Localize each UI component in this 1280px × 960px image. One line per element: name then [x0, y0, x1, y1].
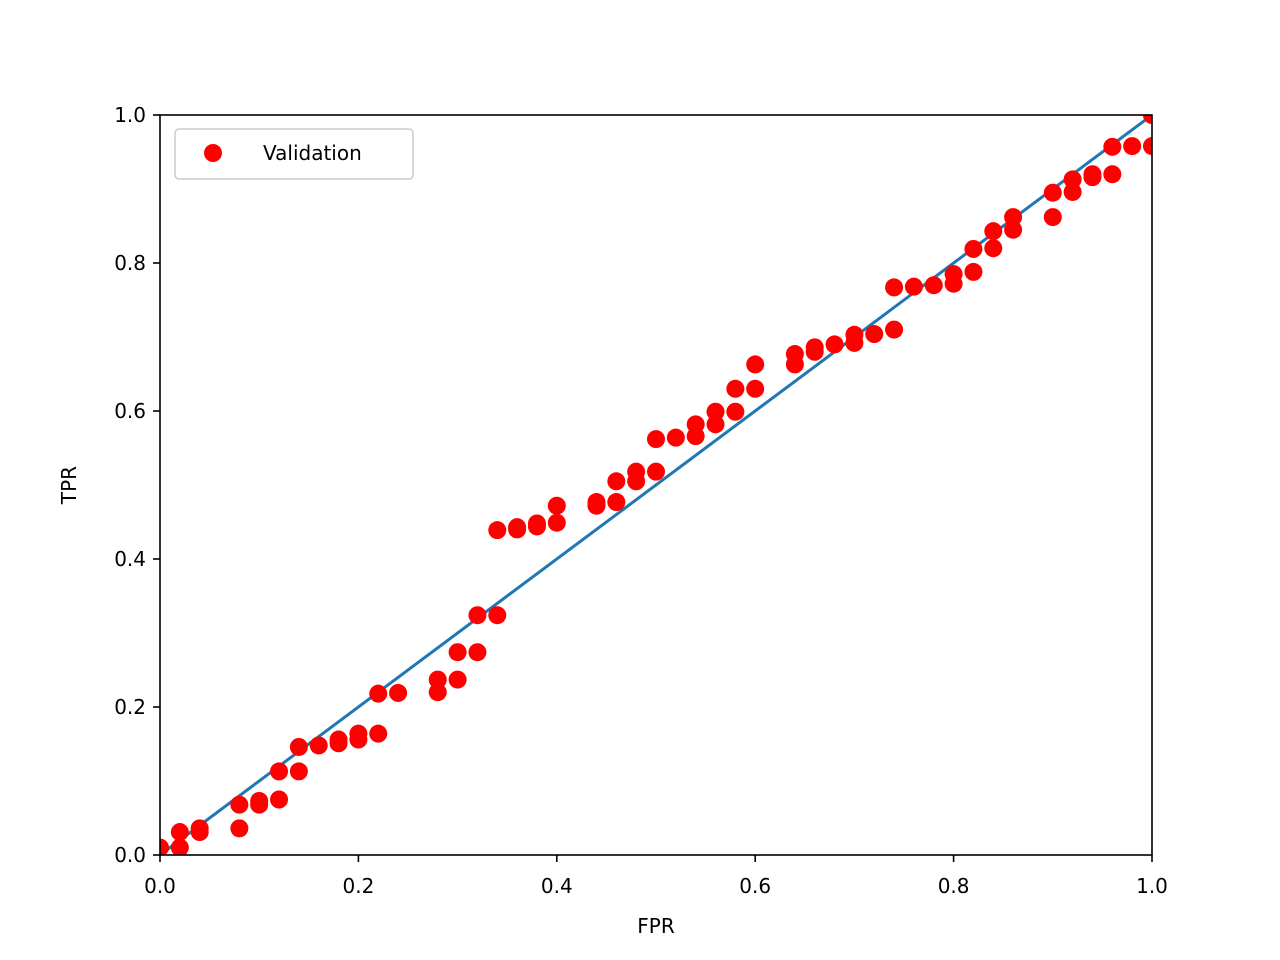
scatter-point	[1103, 137, 1122, 156]
legend: Validation	[174, 128, 414, 180]
scatter-point	[805, 338, 824, 357]
scatter-point	[726, 379, 745, 398]
scatter-point	[924, 276, 943, 295]
scatter-point	[1004, 208, 1023, 227]
y-axis-label: TPR	[57, 466, 81, 505]
series-layer	[160, 115, 1152, 855]
scatter-point	[885, 278, 904, 297]
scatter-point	[964, 262, 983, 281]
legend-marker-validation	[204, 144, 222, 162]
scatter-point	[369, 724, 388, 743]
scatter-point	[944, 265, 963, 284]
x-axis-label: FPR	[637, 914, 675, 938]
scatter-point	[1043, 208, 1062, 227]
scatter-point	[230, 795, 249, 814]
scatter-point	[448, 670, 467, 689]
scatter-point	[706, 402, 725, 421]
scatter-point	[428, 683, 447, 702]
scatter-point	[627, 462, 646, 481]
scatter-point	[984, 222, 1003, 241]
scatter-point	[170, 838, 189, 855]
scatter-point	[369, 684, 388, 703]
plot-frame	[159, 114, 1153, 856]
scatter-point	[270, 762, 289, 781]
scatter-point	[865, 325, 884, 344]
scatter-point	[666, 428, 685, 447]
scatter-point	[389, 683, 408, 702]
scatter-point	[349, 724, 368, 743]
scatter-point	[488, 521, 507, 540]
scatter-point	[289, 762, 308, 781]
scatter-point	[1004, 220, 1023, 239]
scatter-point	[785, 345, 804, 364]
scatter-point	[1103, 165, 1122, 184]
x-tick-label: 0.2	[342, 874, 374, 898]
scatter-point	[547, 513, 566, 532]
scatter-point	[845, 325, 864, 344]
x-tick-label: 0.8	[938, 874, 970, 898]
scatter-point	[230, 819, 249, 838]
scatter-point	[706, 415, 725, 434]
scatter-point	[647, 462, 665, 481]
scatter-point	[746, 379, 765, 398]
scatter-point	[1143, 137, 1152, 156]
scatter-point	[1043, 183, 1062, 202]
scatter-point	[190, 819, 209, 838]
scatter-point	[607, 493, 626, 512]
scatter-point	[428, 670, 447, 689]
scatter-point	[160, 838, 169, 855]
scatter-point	[587, 493, 606, 512]
scatter-point	[309, 736, 328, 755]
scatter-point	[964, 239, 983, 258]
x-axis-ticks: 0.0 0.2 0.4 0.6 0.8 1.0	[144, 855, 1168, 898]
scatter-point	[726, 402, 745, 421]
x-tick-label: 1.0	[1136, 874, 1168, 898]
y-tick-label: 0.6	[114, 399, 146, 423]
x-tick-label: 0.4	[541, 874, 573, 898]
x-tick-label: 0.6	[739, 874, 771, 898]
scatter-point	[607, 472, 626, 491]
legend-label-validation: Validation	[263, 141, 362, 165]
y-tick-label: 0.8	[114, 251, 146, 275]
y-tick-label: 0.4	[114, 547, 146, 571]
y-tick-label: 1.0	[114, 103, 146, 127]
scatter-point	[508, 518, 527, 537]
scatter-point	[289, 737, 308, 756]
scatter-point	[1063, 182, 1082, 201]
scatter-point	[746, 355, 765, 374]
scatter-point	[825, 335, 844, 354]
y-tick-label: 0.2	[114, 695, 146, 719]
scatter-point	[1083, 165, 1102, 184]
scatter-point	[329, 730, 348, 749]
scatter-point	[686, 415, 705, 434]
legend-box	[174, 128, 414, 180]
y-axis-ticks: 0.0 0.2 0.4 0.6 0.8 1.0	[114, 103, 160, 867]
scatter-point	[904, 277, 923, 296]
scatter-point	[270, 790, 289, 809]
scatter-point	[468, 643, 487, 662]
scatter-point	[170, 823, 189, 842]
scatter-point	[1123, 137, 1142, 156]
x-tick-label: 0.0	[144, 874, 176, 898]
scatter-point	[1143, 115, 1152, 124]
scatter-point	[250, 791, 269, 810]
y-tick-label: 0.0	[114, 843, 146, 867]
reference-line	[160, 115, 1152, 855]
scatter-point	[984, 239, 1003, 258]
scatter-point	[647, 430, 665, 449]
scatter-point	[488, 606, 507, 625]
scatter-point	[448, 643, 467, 662]
scatter-point	[468, 606, 487, 625]
scatter-point	[547, 496, 566, 515]
scatter-point	[1063, 170, 1082, 189]
scatter-point	[527, 514, 546, 533]
scatter-point	[885, 320, 904, 339]
